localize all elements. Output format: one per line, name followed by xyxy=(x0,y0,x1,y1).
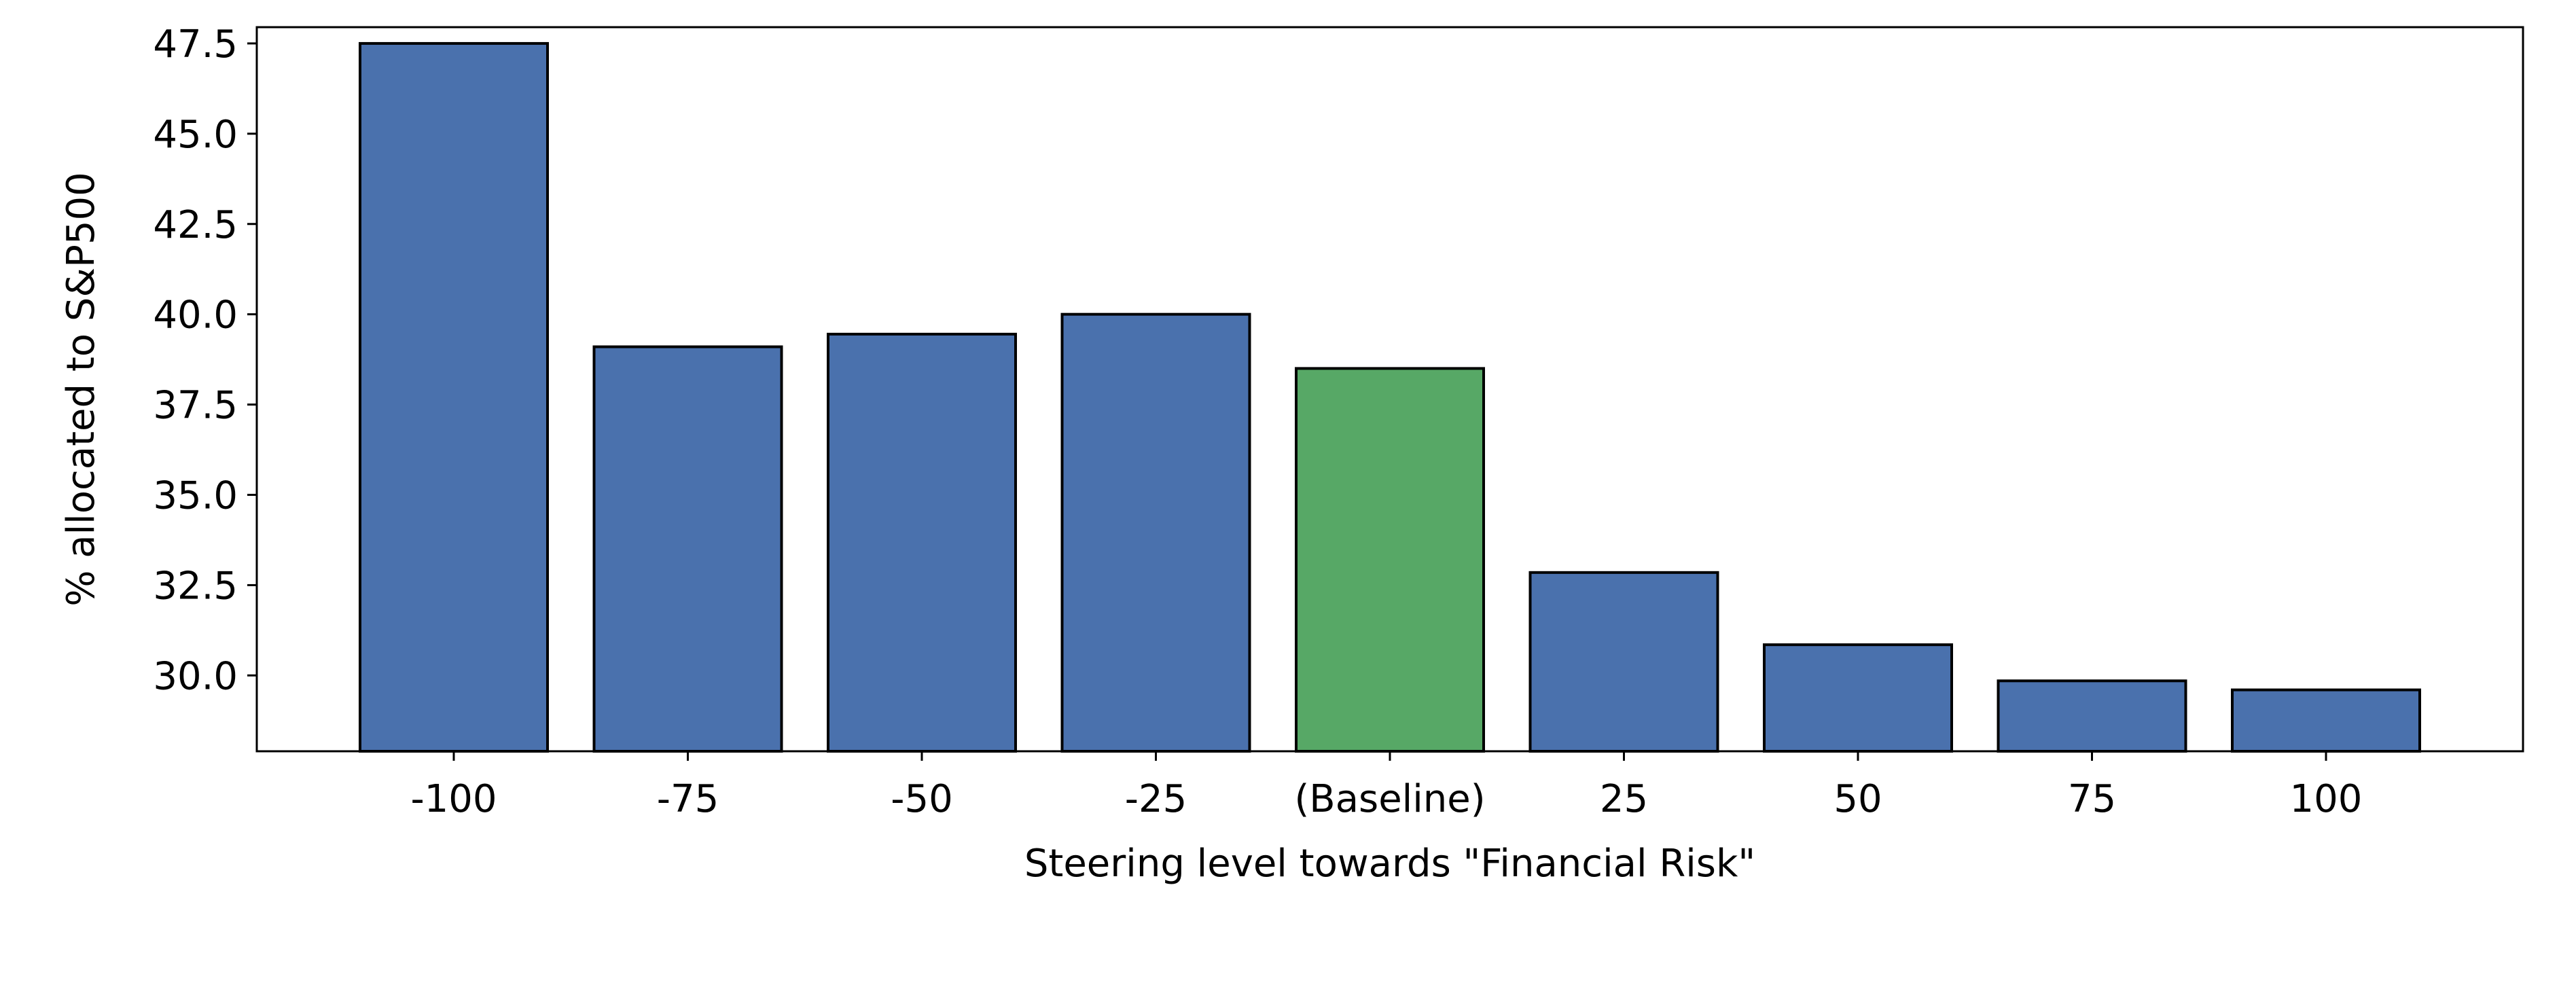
x-axis-label: Steering level towards "Financial Risk" xyxy=(1024,842,1755,886)
y-axis-label: % allocated to S&P500 xyxy=(59,172,103,606)
x-tick-label-8: 100 xyxy=(2290,777,2363,821)
x-tick-label-2: -50 xyxy=(891,777,952,821)
y-tick-label-4: 40.0 xyxy=(153,293,238,338)
y-tick-label-6: 45.0 xyxy=(153,113,238,157)
y-tick-label-1: 32.5 xyxy=(153,564,238,608)
bar-4 xyxy=(1295,367,1485,753)
x-tick-label-4: (Baseline) xyxy=(1294,777,1485,821)
x-tick-label-7: 75 xyxy=(2068,777,2116,821)
x-tick-label-1: -75 xyxy=(657,777,719,821)
y-tick-label-5: 42.5 xyxy=(153,203,238,247)
bar-6 xyxy=(1763,643,1953,753)
y-tick-label-7: 47.5 xyxy=(153,22,238,67)
bar-8 xyxy=(2231,688,2421,753)
bars xyxy=(359,41,2421,753)
y-tick-label-3: 37.5 xyxy=(153,384,238,428)
y-tick-label-2: 35.0 xyxy=(153,474,238,518)
bar-0 xyxy=(359,41,549,753)
bar-2 xyxy=(827,332,1017,753)
x-tick-label-6: 50 xyxy=(1833,777,1882,821)
x-axis: -100 -75 -50 -25 (Baseline) 25 50 75 100 xyxy=(410,751,2362,821)
bar-5 xyxy=(1528,571,1719,753)
y-axis: 30.0 32.5 35.0 37.5 40.0 42.5 45.0 47.5 xyxy=(153,22,257,698)
x-tick-label-3: -25 xyxy=(1125,777,1187,821)
bar-1 xyxy=(592,345,783,753)
bar-7 xyxy=(1997,679,2187,753)
x-tick-label-0: -100 xyxy=(410,777,497,821)
y-tick-label-0: 30.0 xyxy=(153,654,238,698)
bar-3 xyxy=(1060,312,1251,753)
x-tick-label-5: 25 xyxy=(1600,777,1648,821)
